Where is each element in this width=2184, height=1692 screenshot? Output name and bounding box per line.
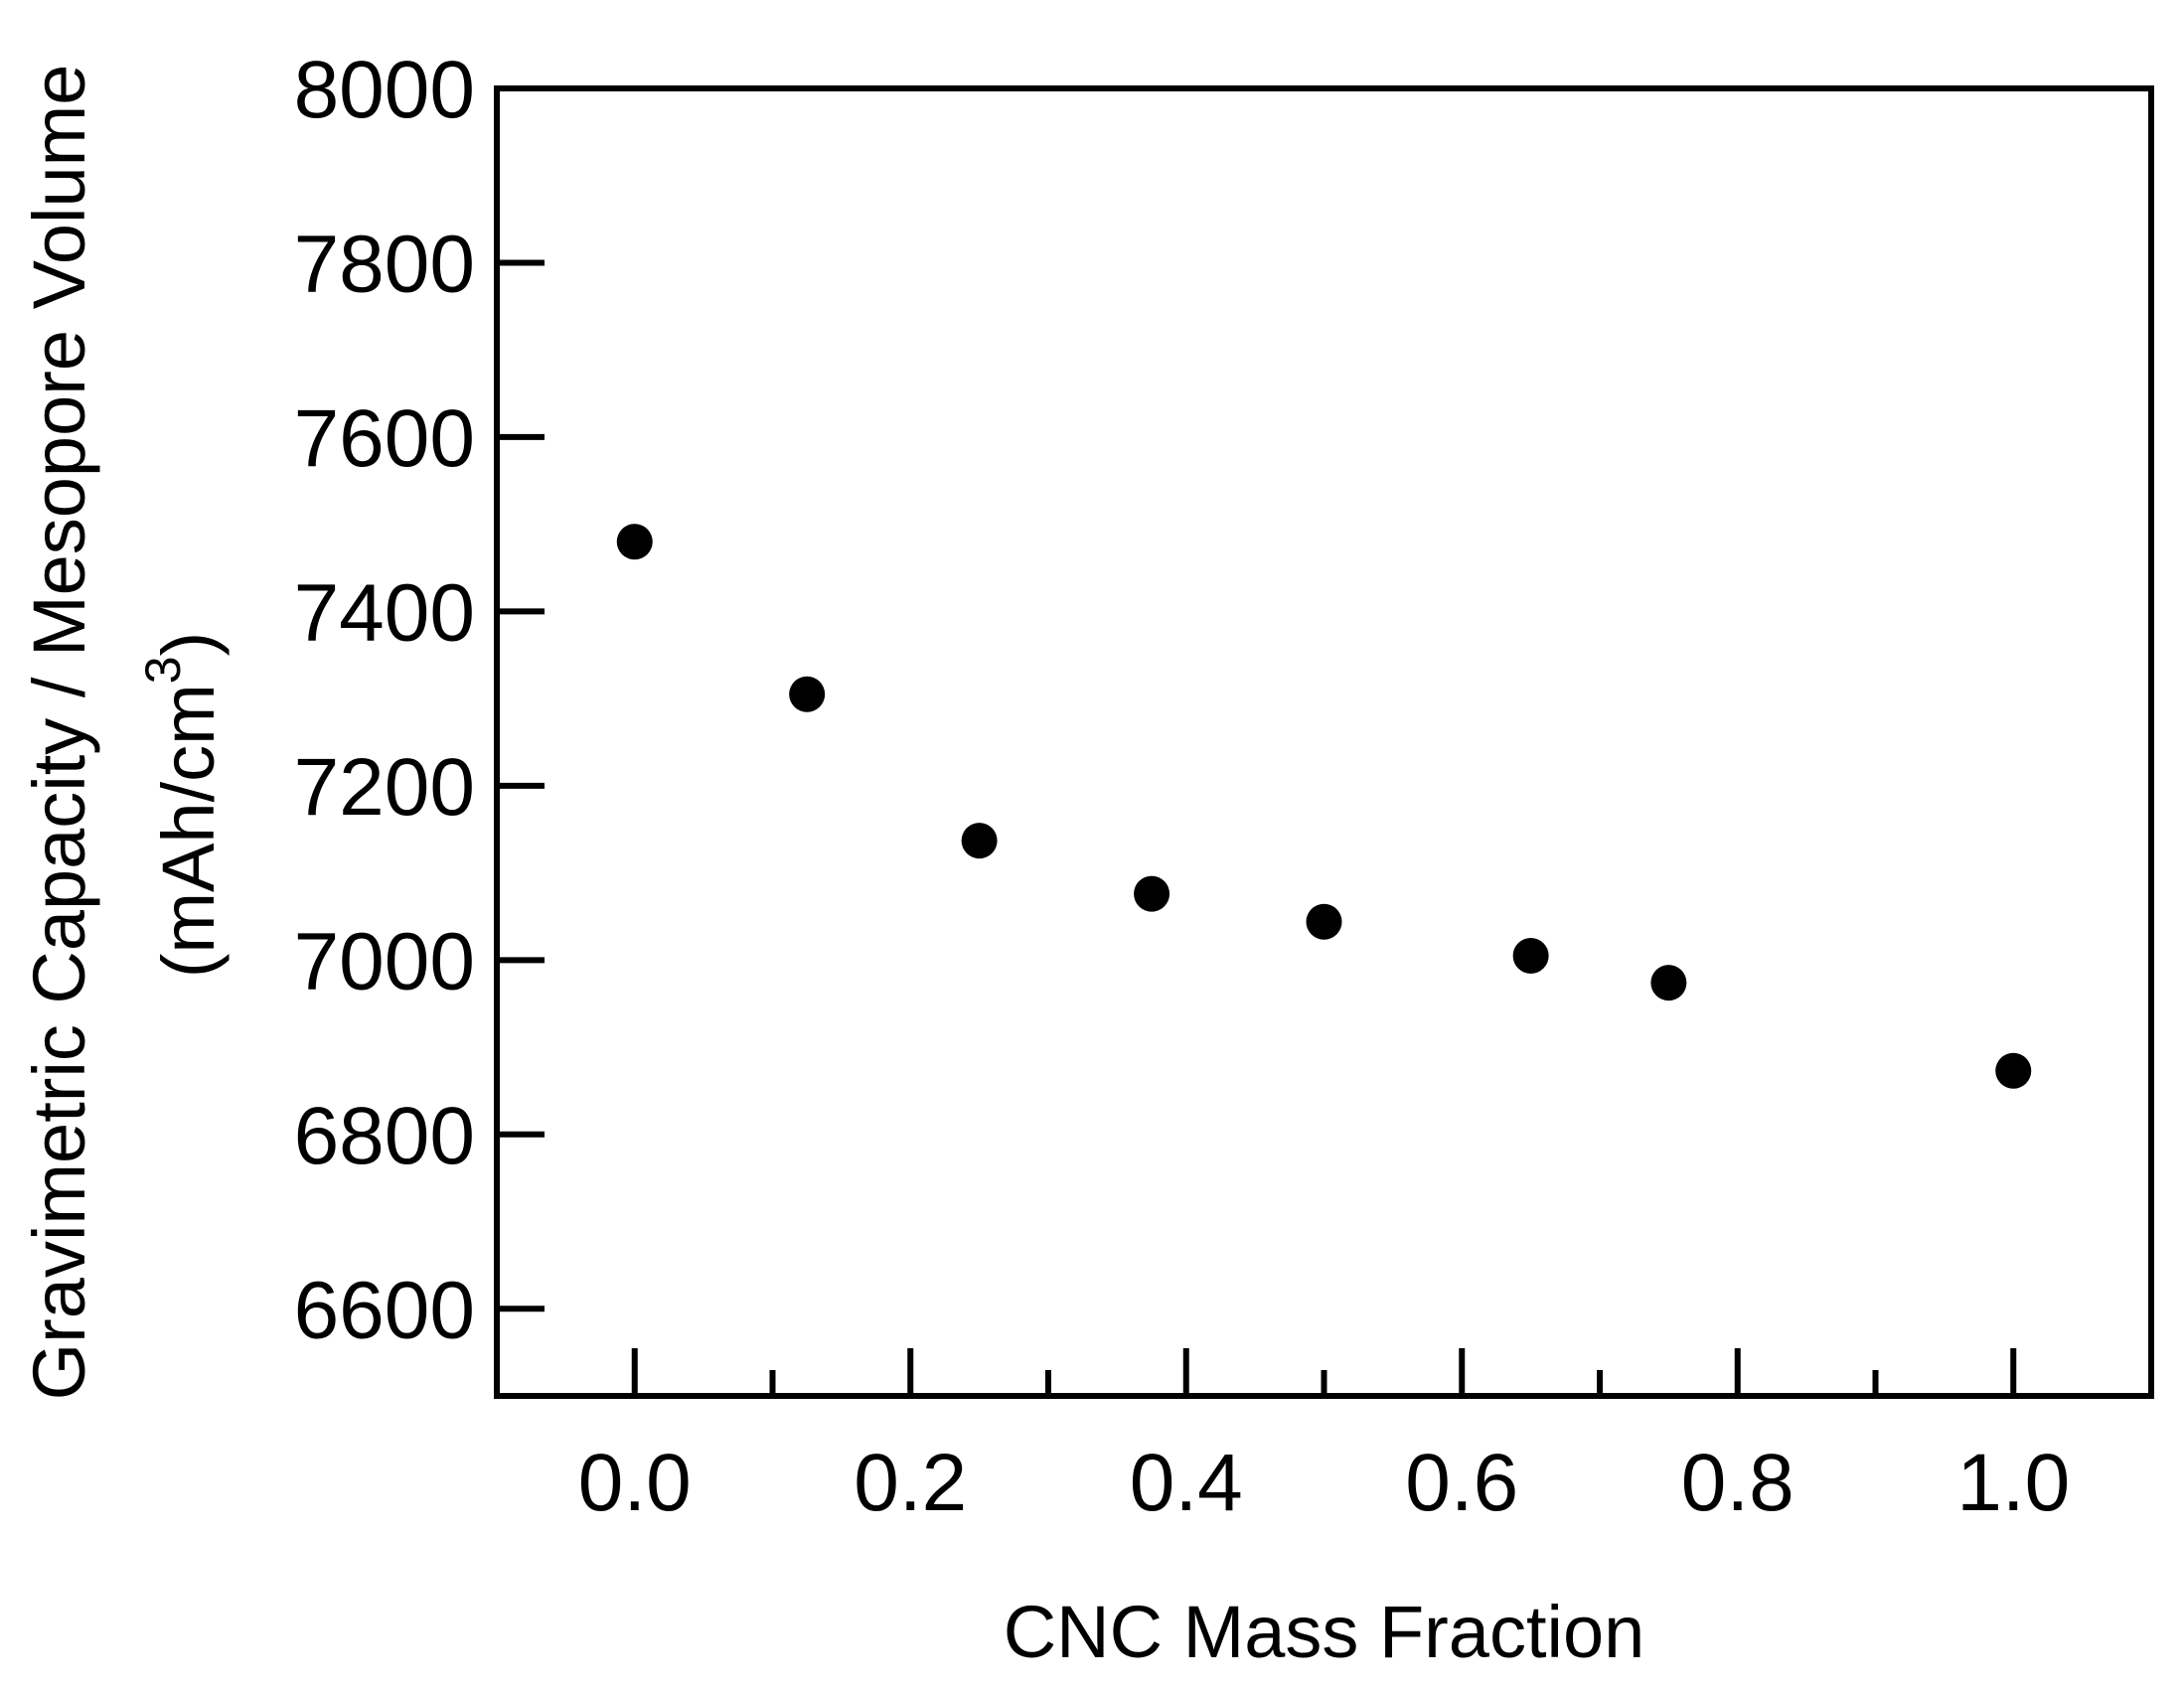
- y-tick-label: 8000: [294, 45, 475, 135]
- x-tick-label: 0.8: [1681, 1438, 1794, 1528]
- data-point: [1512, 937, 1549, 974]
- y-tick-label: 7000: [294, 916, 475, 1006]
- x-tick-label: 1.0: [1956, 1438, 2070, 1528]
- data-point: [1134, 875, 1170, 912]
- axis-ticks: [497, 85, 2017, 1396]
- x-tick-label: 0.4: [1130, 1438, 1243, 1528]
- data-point: [789, 676, 826, 712]
- y-tick-label: 6600: [294, 1265, 475, 1355]
- y-tick-label: 7200: [294, 742, 475, 833]
- plot-frame: [494, 85, 2154, 1399]
- y-axis-unit-suffix: ): [147, 632, 230, 657]
- y-axis-unit-superscript: 3: [135, 656, 191, 684]
- data-point: [1995, 1052, 2032, 1089]
- y-tick-label: 7800: [294, 219, 475, 309]
- y-axis-title: Gravimetric Capacity / Mesopore Volume (…: [18, 65, 230, 1401]
- y-tick-label: 7600: [294, 393, 475, 484]
- data-point: [961, 823, 998, 859]
- x-tick-label: 0.0: [578, 1438, 692, 1528]
- y-axis-title-line1: Gravimetric Capacity / Mesopore Volume: [18, 65, 100, 1401]
- data-point: [1650, 965, 1687, 1001]
- y-tick-label: 7400: [294, 567, 475, 658]
- tick-labels: 0.0 0.2 0.4 0.6 0.8 1.0 6600 6800 7000 7200 7400 76…: [294, 45, 2071, 1528]
- y-axis-title-line2: (mAh/cm3): [135, 632, 230, 978]
- x-axis-title: CNC Mass Fraction: [1004, 1591, 1645, 1673]
- data-point: [616, 524, 653, 560]
- x-tick-label: 0.6: [1405, 1438, 1518, 1528]
- x-tick-label: 0.2: [854, 1438, 967, 1528]
- y-tick-label: 6800: [294, 1091, 475, 1181]
- data-point: [1306, 903, 1342, 940]
- data-points: [616, 524, 2032, 1089]
- y-axis-unit-prefix: (mAh/cm: [147, 684, 230, 978]
